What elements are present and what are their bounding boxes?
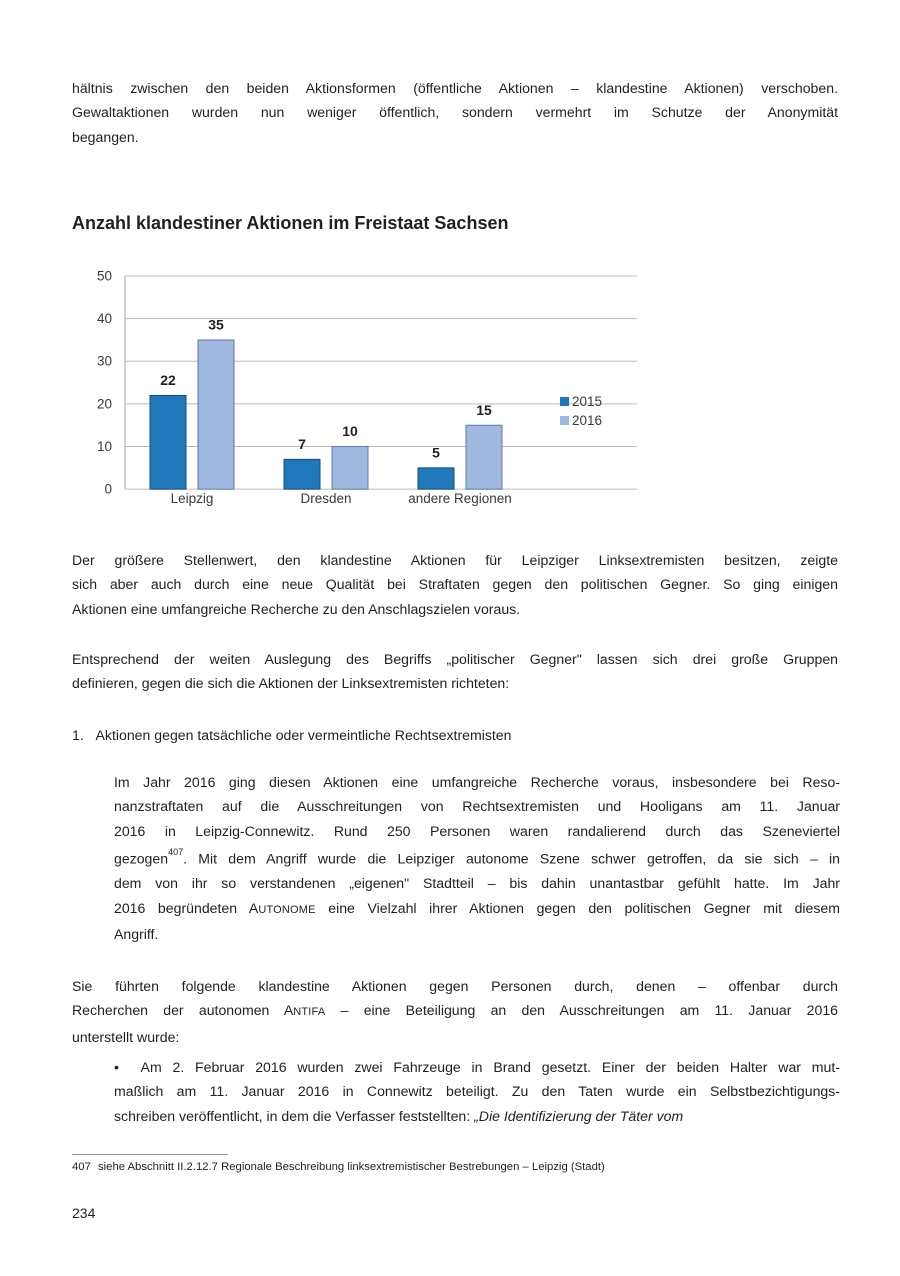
svg-text:10: 10 xyxy=(97,439,112,454)
svg-text:10: 10 xyxy=(342,423,358,439)
svg-text:15: 15 xyxy=(476,402,492,418)
svg-text:50: 50 xyxy=(97,270,112,284)
svg-text:5: 5 xyxy=(432,445,440,461)
svg-text:40: 40 xyxy=(97,311,112,326)
svg-text:30: 30 xyxy=(97,354,112,369)
svg-text:7: 7 xyxy=(298,436,306,452)
svg-text:2015: 2015 xyxy=(572,394,602,409)
svg-text:35: 35 xyxy=(208,317,224,333)
svg-text:andere Regionen: andere Regionen xyxy=(408,491,512,506)
svg-text:2016: 2016 xyxy=(572,413,602,428)
svg-text:0: 0 xyxy=(104,482,112,497)
svg-text:20: 20 xyxy=(97,396,112,411)
svg-text:22: 22 xyxy=(160,372,176,388)
svg-text:Leipzig: Leipzig xyxy=(171,491,214,506)
svg-text:Dresden: Dresden xyxy=(300,491,351,506)
